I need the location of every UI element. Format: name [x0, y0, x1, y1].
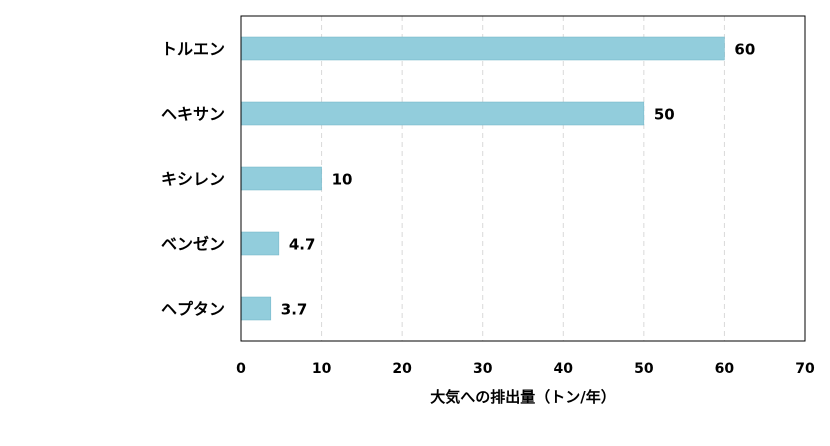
category-label: キシレン	[161, 170, 225, 189]
x-tick-label: 0	[236, 361, 246, 377]
value-label: 60	[734, 41, 755, 59]
value-labels: 60 50 10 4.7 3.7	[281, 41, 755, 319]
x-tick-label: 60	[715, 361, 735, 377]
x-axis-ticks: 0 10 20 30 40 50 60 70	[236, 361, 815, 377]
bars	[240, 36, 725, 321]
value-label: 10	[332, 171, 353, 189]
category-label: ベンゼン	[161, 235, 225, 254]
bar	[240, 101, 645, 126]
value-label: 3.7	[281, 301, 308, 319]
x-axis-label: 大気への排出量（トン/年）	[430, 388, 615, 406]
bar	[240, 296, 272, 321]
value-label: 4.7	[289, 236, 316, 254]
category-label: ヘプタン	[161, 300, 225, 319]
x-tick-label: 20	[392, 361, 412, 377]
category-label: トルエン	[161, 40, 225, 59]
value-label: 50	[654, 106, 675, 124]
grid-lines	[321, 16, 725, 341]
plot-frame	[240, 15, 806, 342]
x-tick-label: 40	[554, 361, 574, 377]
x-tick-label: 50	[634, 361, 654, 377]
x-tick-label: 10	[312, 361, 332, 377]
category-label: ヘキサン	[161, 105, 225, 124]
bar	[240, 36, 725, 61]
x-tick-label: 30	[473, 361, 493, 377]
x-tick-label: 70	[795, 361, 815, 377]
bar	[240, 166, 322, 191]
bar	[240, 231, 280, 256]
